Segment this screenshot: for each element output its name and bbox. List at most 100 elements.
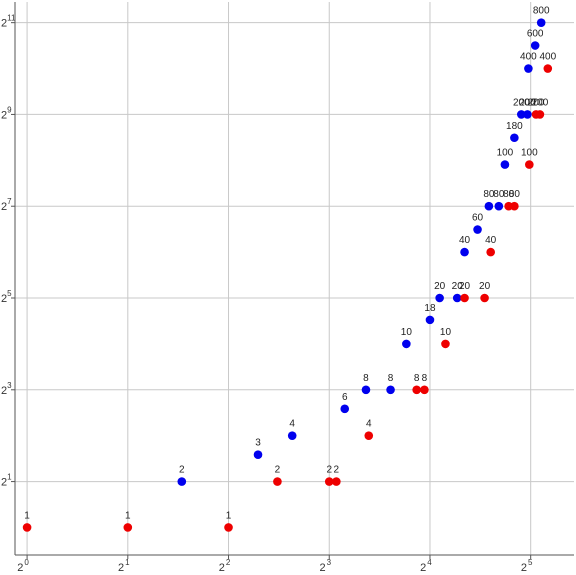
data-point-label: 200: [528, 97, 545, 108]
data-point-label: 80: [483, 189, 495, 200]
x-tick-exponent: 3: [327, 558, 332, 567]
x-tick-exponent: 2: [226, 558, 231, 567]
data-point: [452, 293, 462, 303]
y-tick-exponent: 9: [7, 105, 12, 114]
data-point-label: 800: [533, 6, 550, 17]
data-point: [412, 385, 421, 395]
data-point: [530, 41, 540, 50]
data-point: [517, 110, 526, 119]
data-point-label: 6: [342, 392, 348, 403]
data-point: [332, 477, 341, 486]
data-point: [535, 110, 545, 119]
data-point-label: 3: [255, 438, 261, 449]
data-point: [324, 477, 334, 486]
data-point: [441, 339, 450, 349]
x-tick-exponent: 1: [125, 558, 130, 567]
data-point-label: 200: [532, 97, 549, 108]
x-tick-exponent: 4: [427, 558, 432, 567]
data-point: [484, 201, 494, 211]
data-point: [420, 385, 429, 395]
x-tick-label: 25: [521, 558, 533, 574]
data-point: [361, 385, 371, 395]
data-point-label: 180: [506, 121, 523, 132]
data-point: [473, 225, 482, 234]
x-tick-label: 21: [118, 558, 130, 574]
data-point-label: 8: [388, 373, 394, 384]
data-point: [523, 110, 532, 119]
data-point-label: 2: [179, 465, 185, 476]
data-point-label: 2: [326, 465, 332, 476]
axes: [11, 2, 574, 559]
data-point-label: 20: [479, 281, 491, 292]
data-point-label: 4: [366, 419, 372, 430]
data-point: [460, 247, 469, 257]
data-point: [500, 160, 510, 169]
data-point: [435, 293, 444, 303]
data-point: [273, 477, 282, 486]
x-tick-label: 22: [219, 558, 231, 574]
data-point-label: 80: [503, 189, 515, 200]
data-point: [22, 523, 32, 532]
data-point: [224, 523, 233, 532]
data-point-label: 100: [521, 148, 538, 159]
grid-lines: [15, 2, 574, 555]
data-point-label: 20: [452, 281, 464, 292]
data-point: [460, 293, 469, 303]
data-point-label: 8: [422, 373, 428, 384]
data-point-label: 100: [497, 148, 514, 159]
data-point-label: 1: [226, 510, 232, 521]
y-tick-exponent: 11: [7, 14, 16, 23]
y-tick-label: 27: [1, 197, 12, 213]
data-point: [425, 315, 435, 325]
data-point-label: 8: [414, 373, 420, 384]
data-point-label: 2: [334, 465, 340, 476]
data-point-label: 10: [401, 327, 413, 338]
data-point: [536, 18, 546, 27]
data-point: [524, 64, 533, 73]
x-tick-label: 24: [420, 558, 432, 574]
data-point-label: 200: [519, 97, 536, 108]
data-point-label: 4: [289, 419, 295, 430]
data-point-label: 60: [472, 213, 484, 224]
y-tick-exponent: 1: [7, 473, 12, 482]
data-point-label: 1: [24, 510, 30, 521]
data-point: [494, 201, 504, 211]
y-tick-label: 25: [1, 289, 12, 305]
data-point-label: 80: [493, 189, 505, 200]
x-tick-exponent: 0: [24, 558, 29, 567]
data-point: [123, 523, 133, 532]
y-tick-exponent: 7: [7, 197, 12, 206]
y-tick-label: 29: [1, 105, 12, 121]
data-point-label: 8: [363, 373, 369, 384]
y-tick-label: 21: [1, 473, 12, 489]
y-tick-exponent: 5: [7, 289, 12, 298]
data-point: [364, 431, 374, 440]
data-point: [340, 404, 350, 414]
data-point-label: 400: [539, 52, 556, 63]
data-point: [287, 431, 297, 440]
data-point: [480, 293, 489, 303]
data-point: [386, 385, 395, 395]
data-point-label: 1: [125, 510, 131, 521]
data-point-label: 18: [424, 303, 436, 314]
data-point: [510, 133, 519, 143]
y-tick-label: 211: [1, 14, 16, 30]
data-point: [253, 450, 263, 460]
data-point-label: 600: [527, 29, 544, 40]
x-tick-exponent: 5: [528, 558, 533, 567]
data-point-label: 80: [509, 189, 521, 200]
data-point-label: 2: [275, 465, 281, 476]
data-point-label: 40: [459, 235, 471, 246]
data-point: [543, 64, 553, 73]
y-tick-exponent: 3: [7, 381, 12, 390]
data-point: [525, 160, 534, 169]
x-tick-label: 23: [319, 558, 331, 574]
data-point: [402, 339, 411, 349]
data-point-label: 40: [485, 235, 497, 246]
data-point: [486, 247, 495, 257]
data-point-label: 200: [513, 97, 530, 108]
